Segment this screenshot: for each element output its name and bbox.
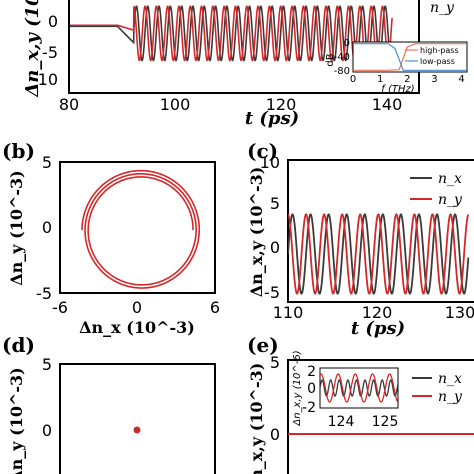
panel-a-ytick: -5 [42, 43, 58, 62]
panel-c-legend-nx: n_x [438, 171, 462, 187]
panel-a-inset-ytick: -80 [334, 66, 350, 77]
panel-b-ylabel: Δn_y (10^-3) [7, 170, 26, 286]
panel-a-xtick: 80 [59, 95, 79, 114]
panel-a-legend-ny: n_y [430, 0, 455, 16]
panel-e-inset-ytick: -2 [302, 400, 316, 416]
panel-c-ytick: 0 [270, 238, 280, 257]
panel-a-inset-ylabel: dB [325, 53, 336, 66]
panel-e-frame [287, 359, 474, 474]
panel-d-ylabel: Δn_y (10^-3) [7, 367, 26, 474]
panel-e-inset-series [320, 373, 398, 403]
panel-e-inset-xtick: 125 [372, 414, 399, 430]
panel-b-series-trajectory [81, 169, 201, 289]
panel-b-xtick: 6 [210, 298, 220, 317]
panel-c-series-ny [288, 213, 470, 295]
panel-a-yticks: 0 -5 -10 [32, 12, 58, 89]
panel-a-xtick: 100 [160, 95, 191, 114]
panel-c-series-nx [288, 213, 470, 295]
panel-c-xlabel: t (ps) [351, 318, 405, 339]
panel-c-ytick: -5 [264, 283, 280, 302]
panel-a-series [70, 5, 393, 62]
panel-d-fixed-point [133, 426, 141, 434]
panel-b-label: (b) [2, 139, 35, 163]
panel-c-label: (c) [247, 139, 278, 163]
panel-a-inset-ytick: 0 [344, 38, 350, 49]
panel-c-xtick: 130 [445, 303, 474, 322]
panel-a-xlabel: t (ps) [245, 108, 299, 129]
panel-e-inset-ylabel: Δn_x,y (10^-6) [292, 350, 303, 426]
panel-c-xtick: 120 [362, 303, 393, 322]
panel-e-inset: 2 0 -2 Δn_x,y (10^-6) 124 125 [292, 350, 399, 430]
panel-a-inset-series-low-pass [353, 43, 467, 71]
panel-e-ylabel: Δn_x,y (10^-3) [247, 363, 266, 474]
panel-b-ytick: 5 [42, 153, 52, 172]
panel-c: (c) 10 5 0 -5 110 120 130 t (ps) Δn_x,y … [247, 139, 474, 339]
panel-c-xtick: 110 [273, 303, 304, 322]
panel-d-ytick: 5 [42, 355, 52, 374]
panel-e-ytick: 0 [270, 425, 280, 444]
panel-a-inset-xtick: 1 [377, 74, 383, 85]
panel-c-ytick: 10 [260, 153, 280, 172]
panel-c-ytick: 5 [270, 194, 280, 213]
panel-a-inset-xlabel: f (THz) [381, 84, 414, 95]
panel-a-xtick: 120 [266, 95, 297, 114]
panel-b: (b) 5 0 -5 -6 0 6 Δn_x (10^-3) Δn_y (10^… [2, 139, 220, 337]
panel-a-inset-xtick: 2 [404, 74, 410, 85]
panel-a-series-ny [70, 5, 393, 62]
panel-a-inset-ytick: -40 [334, 52, 350, 63]
panel-d-ytick: 0 [42, 421, 52, 440]
panel-a-inset-xtick: 3 [431, 74, 437, 85]
panel-a-inset-series [353, 43, 467, 71]
panel-c-frame [287, 159, 474, 303]
panel-c-series [288, 213, 470, 295]
panel-a-ylabel: Δn_x,y (10 [22, 0, 43, 98]
panel-e-inset-ytick: 0 [307, 381, 316, 397]
panel-a-xticks: 80 100 120 140 [59, 95, 402, 114]
panel-b-xtick: 0 [132, 298, 142, 317]
panel-e-legend-ny: n_y [438, 389, 463, 405]
panel-a-inset: 0 -40 -80 dB 0 1 2 3 4 f (THz) high-pass low… [325, 38, 468, 95]
panel-e: (e) 5 0 Δn_x,y (10^-3) n_x n_y 2 0 -2 Δn… [247, 333, 474, 474]
panel-c-legend-ny: n_y [438, 192, 463, 208]
panel-e-label: (e) [247, 333, 279, 357]
panel-e-inset-ytick: 2 [307, 364, 316, 380]
panel-c-ylabel: Δn_x,y (10^-3) [247, 167, 266, 298]
panel-a-inset-xticks: 0 1 2 3 4 [350, 74, 465, 85]
panel-e-inset-series-ny [320, 373, 398, 403]
panel-b-frame [59, 161, 216, 294]
panel-b-ytick: -5 [36, 284, 52, 303]
panel-d: (d) 5 0 Δn_y (10^-3) [2, 333, 216, 474]
panel-a-inset-series-high-pass [353, 43, 467, 71]
panel-a: 0 -5 -10 80 100 120 140 t (ps) Δn_x,y (1… [22, 0, 468, 129]
panel-e-inset-xtick: 124 [328, 414, 355, 430]
panel-b-xlabel: Δn_x (10^-3) [79, 318, 195, 337]
panel-a-inset-frame [352, 41, 468, 73]
panel-a-inset-xtick: 0 [350, 74, 356, 85]
panel-d-frame [59, 363, 216, 474]
panel-b-ytick: 0 [42, 218, 52, 237]
panel-d-label: (d) [2, 333, 35, 357]
panel-b-xtick: -6 [52, 298, 68, 317]
panel-a-ytick: 0 [48, 12, 58, 31]
panel-a-inset-legend-lowpass: low-pass [420, 57, 455, 66]
panel-b-series [81, 169, 201, 289]
panel-e-legend-nx: n_x [438, 371, 462, 387]
panel-a-inset-legend-highpass: high-pass [420, 46, 459, 55]
panel-a-ytick: -10 [32, 70, 58, 89]
panel-a-inset-xtick: 4 [458, 74, 464, 85]
panel-a-xtick: 140 [372, 95, 403, 114]
panel-e-ytick: 5 [270, 353, 280, 372]
